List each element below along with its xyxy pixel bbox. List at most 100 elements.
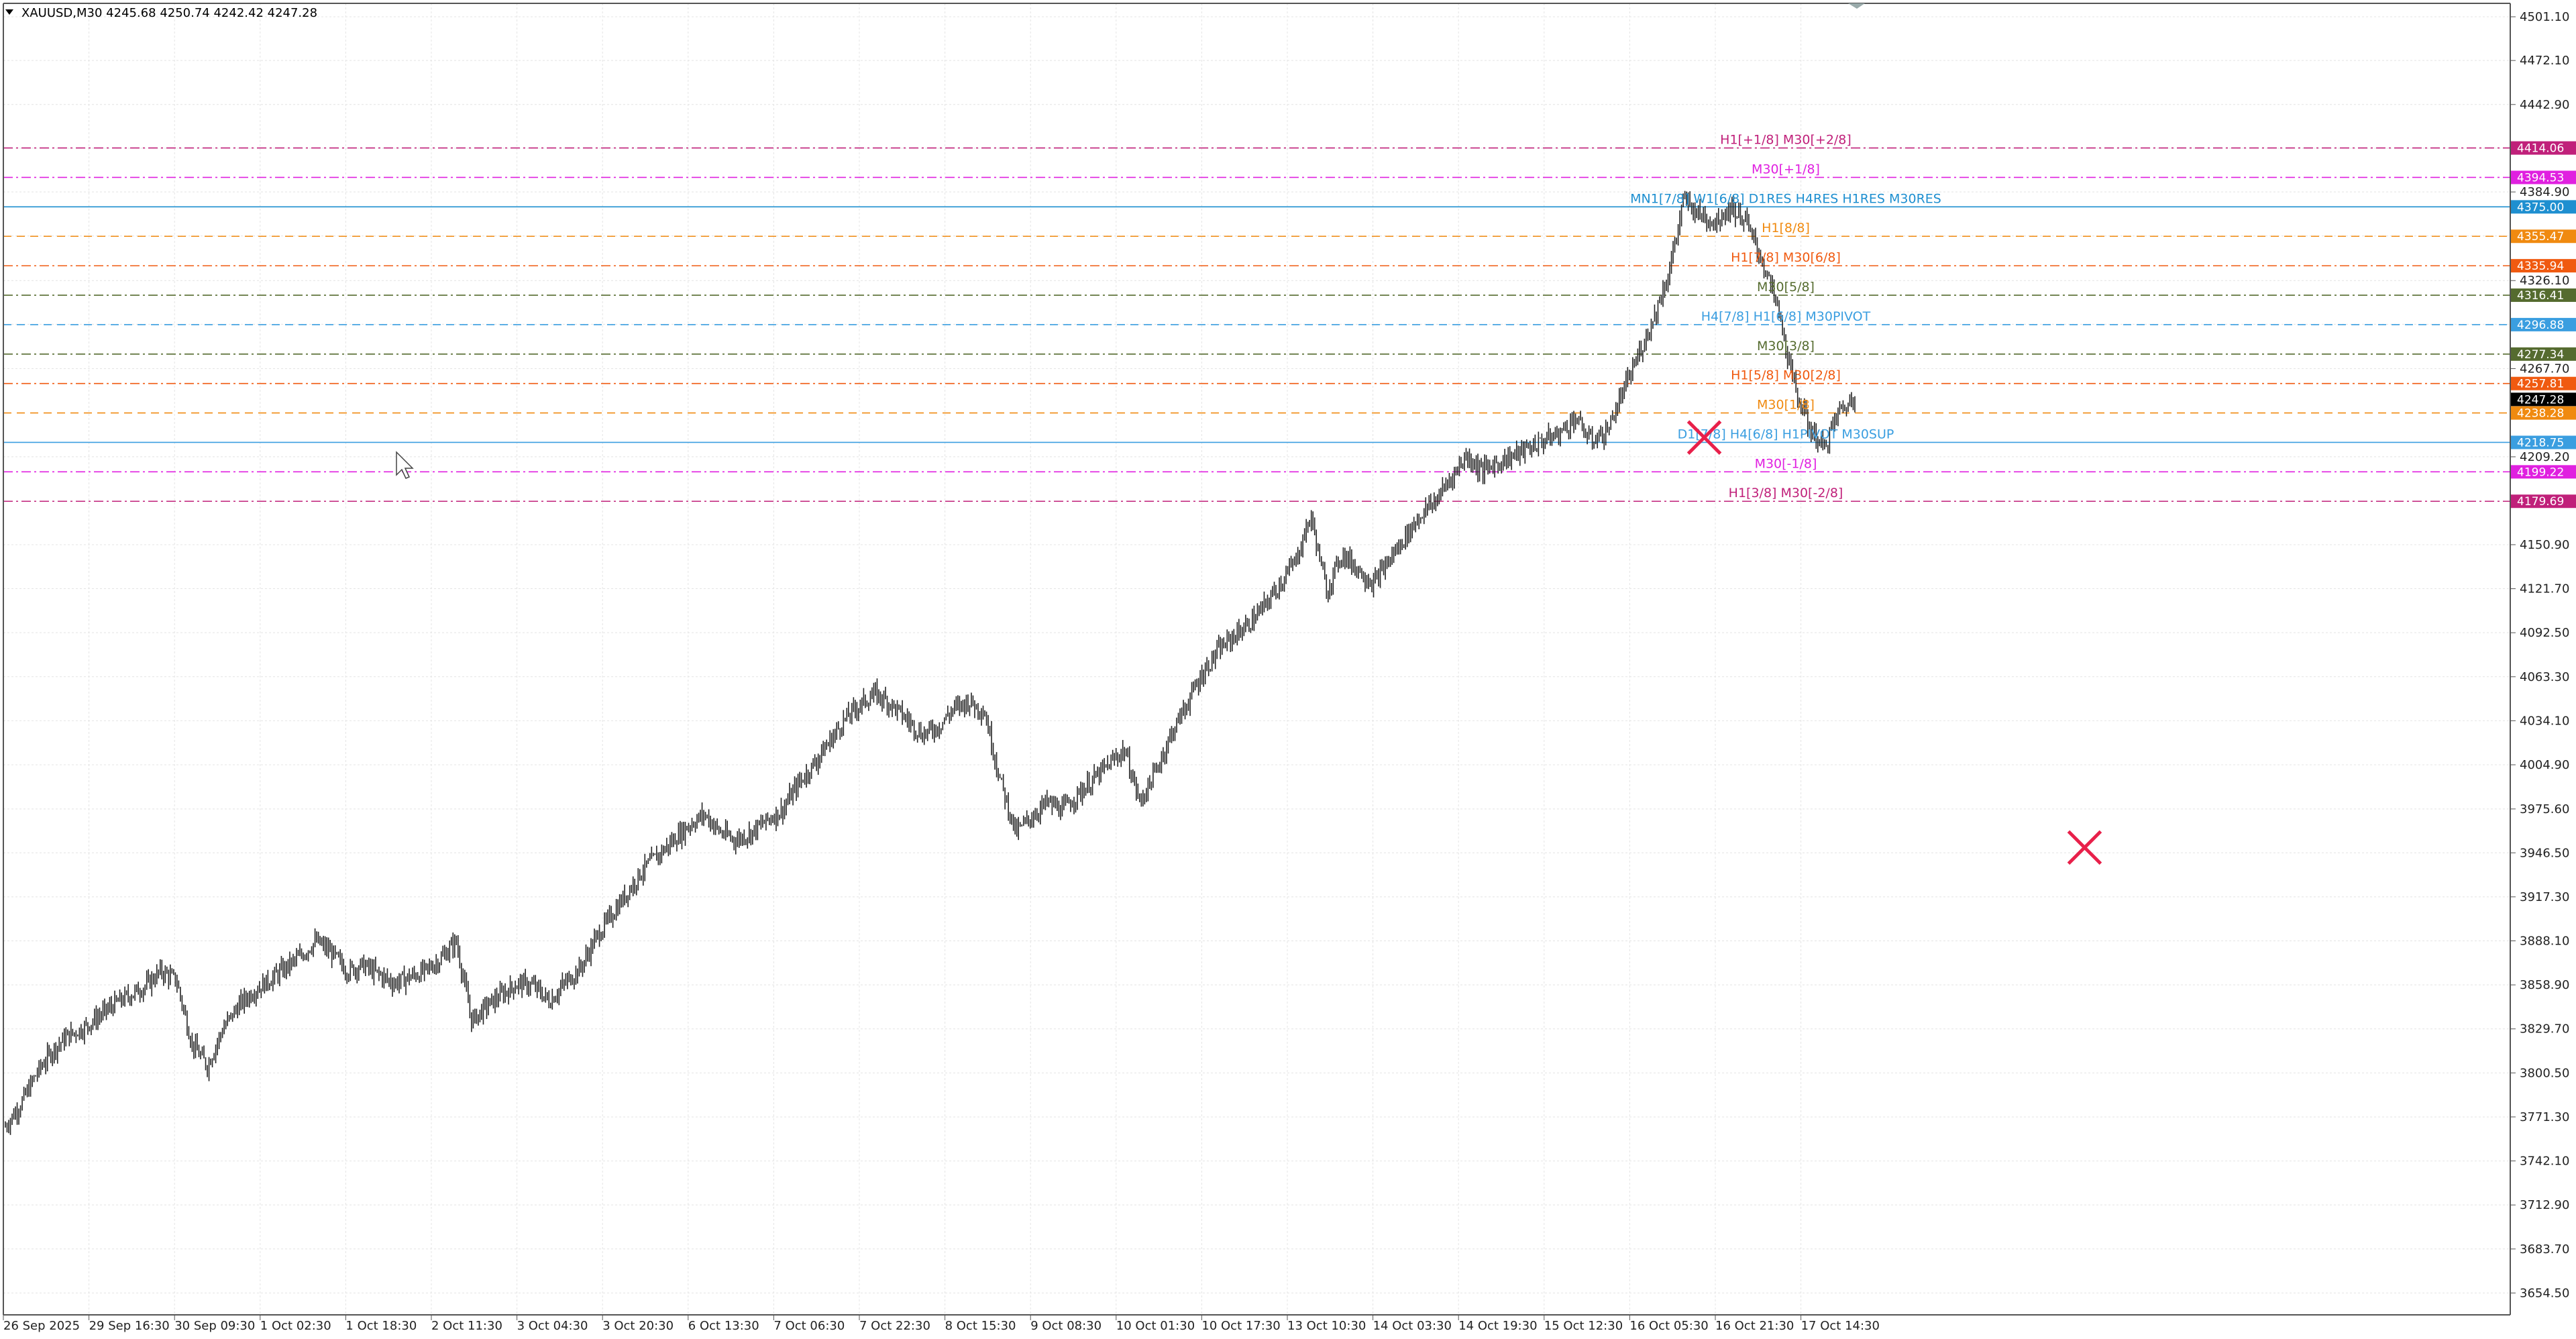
level-price-tag — [2511, 347, 2576, 361]
time-tick-label: 1 Oct 02:30 — [260, 1319, 331, 1333]
symbol-line: XAUUSD,M30 4245.68 4250.74 4242.42 4247.… — [21, 6, 317, 20]
cross-marker-2[interactable] — [2067, 830, 2102, 865]
level-price-tag — [2511, 494, 2576, 508]
level-price-tag — [2511, 465, 2576, 479]
level-label: M30[+1/8] — [1752, 162, 1820, 176]
price-tick-label: 4004.90 — [2520, 758, 2569, 772]
cross-marker-1[interactable] — [1686, 420, 1722, 455]
time-tick-label: 3 Oct 20:30 — [602, 1319, 674, 1333]
level-price-tag — [2511, 406, 2576, 420]
time-tick-label: 30 Sep 09:30 — [174, 1319, 255, 1333]
level-label: H1[+1/8] M30[+2/8] — [1720, 133, 1851, 148]
level-price-tag-label: 4414.06 — [2517, 142, 2564, 156]
level-lines — [3, 147, 2510, 502]
time-tick-label: 7 Oct 06:30 — [773, 1319, 845, 1333]
time-tick-label: 16 Oct 05:30 — [1629, 1319, 1708, 1333]
time-tick-label: 14 Oct 03:30 — [1373, 1319, 1452, 1333]
level-label: D1[7/8] H4[6/8] H1PIVOT M30SUP — [1678, 427, 1894, 441]
price-tick-label: 4384.90 — [2520, 185, 2569, 199]
price-tick-label: 3946.50 — [2520, 846, 2569, 860]
price-tick-label: 4121.70 — [2520, 582, 2569, 596]
chart-axes — [3, 3, 2511, 1316]
mouse-pointer-icon — [396, 451, 414, 479]
level-label: H1[3/8] M30[-2/8] — [1729, 486, 1843, 500]
time-tick-label: 17 Oct 14:30 — [1801, 1319, 1880, 1333]
price-tick-label: 3771.30 — [2520, 1110, 2569, 1124]
level-label: M30[3/8] — [1757, 339, 1815, 354]
price-tick-label: 4267.70 — [2520, 362, 2569, 376]
level-price-tag-label: 4375.00 — [2517, 201, 2564, 214]
price-tick-label: 3654.50 — [2520, 1286, 2569, 1300]
cross-markers[interactable] — [1686, 420, 2102, 865]
level-price-tag — [2511, 435, 2576, 449]
price-tick-label: 4092.50 — [2520, 626, 2569, 640]
level-label: MN1[7/8] W1[6/8] D1RES H4RES H1RES M30RE… — [1630, 191, 1941, 206]
price-tick-label: 4063.30 — [2520, 670, 2569, 684]
time-tick-label: 15 Oct 12:30 — [1544, 1319, 1623, 1333]
price-tick-label: 3858.90 — [2520, 978, 2569, 992]
triangle-down-icon[interactable] — [5, 9, 13, 15]
time-tick-label: 26 Sep 2025 — [3, 1319, 80, 1333]
price-tick-label: 4150.90 — [2520, 538, 2569, 552]
current-price-label: 4247.28 — [2517, 393, 2564, 407]
price-tick-label: 4472.10 — [2520, 54, 2569, 68]
time-tick-label: 10 Oct 01:30 — [1116, 1319, 1195, 1333]
level-price-tag-label: 4238.28 — [2517, 407, 2564, 421]
price-tick-label: 3742.10 — [2520, 1155, 2569, 1169]
time-axis[interactable]: 26 Sep 2025 29 Sep 16:30 30 Sep 09:30 1 Oct… — [3, 1315, 1880, 1333]
level-price-tag-label: 4335.94 — [2517, 260, 2564, 273]
level-price-tag-label: 4218.75 — [2517, 436, 2564, 449]
level-price-tag — [2511, 200, 2576, 214]
level-price-tag-label: 4394.53 — [2517, 171, 2564, 184]
price-tick-label: 3917.30 — [2520, 890, 2569, 904]
level-price-tag-label: 4257.81 — [2517, 378, 2564, 391]
chart-header: XAUUSD,M30 4245.68 4250.74 4242.42 4247.… — [5, 6, 317, 20]
level-label: M30[1/8] — [1757, 398, 1815, 413]
level-price-tag — [2511, 229, 2576, 244]
time-tick-label: 29 Sep 16:30 — [89, 1319, 170, 1333]
level-label: H1[8/8] — [1762, 221, 1810, 235]
time-tick-label: 13 Oct 10:30 — [1287, 1319, 1366, 1333]
current-price-tag — [2511, 392, 2576, 407]
price-axis[interactable]: 4501.104472.104442.904413.904384.904355.… — [2510, 10, 2576, 1300]
level-price-tag-label: 4316.41 — [2517, 289, 2564, 303]
time-tick-label: 7 Oct 22:30 — [859, 1319, 930, 1333]
level-price-tag — [2511, 170, 2576, 184]
level-price-tag — [2511, 141, 2576, 155]
time-tick-label: 3 Oct 04:30 — [517, 1319, 588, 1333]
time-tick-label: 16 Oct 21:30 — [1715, 1319, 1794, 1333]
price-tick-label: 3800.50 — [2520, 1066, 2569, 1080]
price-tick-label: 3712.90 — [2520, 1198, 2569, 1212]
price-tick-label: 3683.70 — [2520, 1242, 2569, 1256]
time-tick-label: 14 Oct 19:30 — [1458, 1319, 1537, 1333]
price-series — [5, 191, 1856, 1135]
time-tick-label: 1 Oct 18:30 — [345, 1319, 417, 1333]
price-tick-label: 3829.70 — [2520, 1022, 2569, 1036]
level-price-tag-label: 4199.22 — [2517, 466, 2564, 479]
level-label: M30[5/8] — [1757, 280, 1815, 294]
chart-grid — [3, 3, 2510, 1315]
price-tick-label: 4442.90 — [2520, 98, 2569, 112]
level-price-tag-label: 4296.88 — [2517, 319, 2564, 332]
level-label: H4[7/8] H1[6/8] M30PIVOT — [1701, 309, 1871, 324]
level-price-tag — [2511, 317, 2576, 331]
level-price-tag-label: 4355.47 — [2517, 230, 2564, 244]
level-label: H1[7/8] M30[6/8] — [1731, 250, 1841, 265]
level-price-tag — [2511, 376, 2576, 390]
time-tick-label: 10 Oct 17:30 — [1201, 1319, 1280, 1333]
level-label: M30[-1/8] — [1755, 456, 1817, 471]
level-label: H1[5/8] M30[2/8] — [1731, 368, 1841, 383]
price-tick-label: 4209.20 — [2520, 450, 2569, 464]
level-labels: H1[+1/8] M30[+2/8] M30[+1/8] MN1[7/8] W1[6… — [1630, 133, 1941, 501]
level-price-tag-label: 4179.69 — [2517, 495, 2564, 508]
scroll-shift-icon[interactable] — [1848, 3, 1865, 9]
price-tick-label: 4034.10 — [2520, 714, 2569, 728]
price-tick-label: 3888.10 — [2520, 934, 2569, 948]
time-tick-label: 9 Oct 08:30 — [1030, 1319, 1102, 1333]
price-tick-label: 4326.10 — [2520, 274, 2569, 288]
price-tick-label: 3975.60 — [2520, 802, 2569, 816]
level-price-tag — [2511, 288, 2576, 303]
time-tick-label: 2 Oct 11:30 — [431, 1319, 502, 1333]
price-tick-label: 4501.10 — [2520, 10, 2569, 24]
